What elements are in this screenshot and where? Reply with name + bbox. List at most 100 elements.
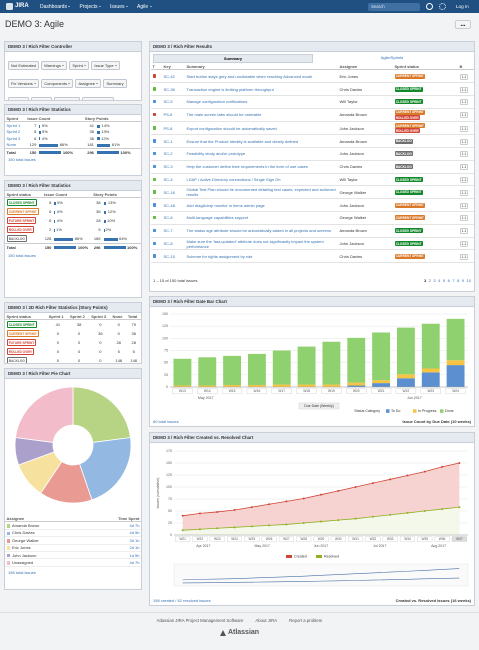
issue-key[interactable]: SC-7: [163, 228, 173, 234]
total-issues-link[interactable]: 156 total issues: [8, 569, 36, 575]
series-point: [302, 497, 305, 500]
legend-swatch: [6, 531, 10, 536]
issue-key[interactable]: SC-1: [163, 138, 173, 144]
filter-button[interactable]: Assignee: [75, 78, 102, 89]
row-label: CURRENT SPRINT: [5, 329, 47, 338]
value-cell: 0: [99, 349, 102, 355]
filter-button[interactable]: Status: [8, 96, 29, 100]
issue-key[interactable]: SC-42: [163, 73, 175, 79]
mini-bar: [103, 246, 126, 250]
bar-chart: 0 25 50 75 100 125 150 W13 W14 W15 W16 W17 W18 W19 W20…: [153, 312, 472, 424]
tools-button[interactable]: •••: [455, 20, 471, 29]
issue-summary[interactable]: Add drag&drop monitor in items admin pag…: [186, 202, 265, 208]
filter-button[interactable]: Components: [41, 78, 74, 89]
page-link[interactable]: 4: [438, 278, 441, 283]
nav-item[interactable]: Agile: [137, 4, 152, 10]
page-link[interactable]: 1: [423, 278, 427, 283]
row-label-text: None: [6, 142, 17, 148]
issue-summary[interactable]: Start button stays grey and unclickable …: [186, 73, 313, 79]
issue-summary[interactable]: Feasibility study and/or prototype: [186, 151, 246, 157]
issue-summary[interactable]: Make sure the 'last-updated' attribute d…: [186, 238, 324, 249]
gadget: DEMO 3 / Rich Filter Statistics Sprint st…: [4, 180, 142, 298]
issue-key[interactable]: SC-4: [163, 177, 173, 183]
issue-key[interactable]: SC-36: [163, 86, 175, 92]
issue-key[interactable]: SC-48: [163, 202, 175, 208]
footer-link[interactable]: About JIRA: [255, 618, 278, 623]
settings-icon[interactable]: [439, 3, 446, 10]
issue-key[interactable]: SC-8: [163, 241, 173, 247]
issue-summary[interactable]: The status age attribute should be autom…: [186, 228, 332, 234]
page-link[interactable]: 7: [452, 278, 455, 283]
issue-key[interactable]: SC-2: [163, 151, 173, 157]
issue-summary[interactable]: LDAP / Active Directory connections / Si…: [186, 177, 281, 183]
caret: [96, 83, 99, 85]
x-tick-box: [348, 536, 364, 542]
issue-summary[interactable]: Export configuration should be automatic…: [186, 125, 277, 131]
issue-summary[interactable]: Manage configuration notifications: [186, 99, 248, 105]
help-icon[interactable]: [426, 3, 433, 10]
status-badge: CLOSED SPRINT: [394, 86, 423, 92]
issue-summary[interactable]: Scheme for rights assignment by role: [186, 253, 253, 259]
x-tick-label: W23: [214, 537, 221, 541]
page-link[interactable]: 2: [428, 278, 431, 283]
legend-name: Unassigned: [5, 559, 86, 566]
search-box[interactable]: Search: [368, 2, 420, 11]
series-point: [268, 503, 271, 506]
type-cell: [151, 95, 162, 108]
issue-summary[interactable]: Help the customer define their requireme…: [186, 164, 308, 170]
nav-item[interactable]: Issues: [110, 4, 128, 10]
y-tick-label: 50: [164, 361, 168, 365]
filter-button[interactable]: Sprint: [69, 60, 90, 71]
filter-button[interactable]: Issue Type: [91, 60, 121, 71]
gadget-title: DEMO 3 / Rich Filter Statistics: [5, 105, 141, 115]
column-header: Total: [126, 313, 141, 321]
issue-key[interactable]: SC-5: [163, 99, 173, 105]
issue-key[interactable]: SC-15: [163, 253, 175, 259]
tab[interactable]: Summary: [153, 54, 313, 63]
page-link[interactable]: 8: [457, 278, 460, 283]
issue-key[interactable]: PS-6: [163, 112, 173, 118]
status-badge: CURRENT SPRINT: [394, 202, 426, 208]
page-link[interactable]: 9: [461, 278, 465, 283]
filter-button[interactable]: Summary: [103, 78, 127, 89]
issue-key[interactable]: PS-8: [163, 125, 173, 131]
x-tick-label: W30: [335, 537, 342, 541]
page-link[interactable]: 10: [466, 278, 471, 283]
issue-summary[interactable]: Ensure that the Product Identity is avai…: [186, 138, 299, 144]
bar-cell: 2%: [102, 225, 141, 234]
mini-bar: [96, 130, 100, 134]
version-cell: 1.1: [458, 83, 474, 96]
issue-summary[interactable]: Multi-language capabilities support: [186, 215, 249, 221]
filter-button[interactable]: Epic Link: [54, 96, 80, 100]
x-tick-box: [434, 536, 450, 542]
page-link[interactable]: 6: [447, 278, 450, 283]
status-badge: CLOSED SPRINT: [394, 177, 423, 183]
row-label-text: Total: [6, 244, 16, 250]
issue-key[interactable]: SC-6: [163, 215, 173, 221]
total-issues-link[interactable]: 150 total issues: [8, 157, 36, 163]
issue-key[interactable]: SC-3: [163, 164, 173, 170]
page-link[interactable]: 5: [442, 278, 446, 283]
row-label: CLOSED SPRINT: [5, 198, 43, 207]
filter-button[interactable]: Commitment: [81, 96, 115, 100]
issue-type-icon: [152, 139, 156, 143]
issue-type-icon: [152, 177, 156, 182]
nav-item[interactable]: Projects: [79, 4, 102, 10]
issue-key[interactable]: SC-16: [163, 189, 175, 195]
filter-button[interactable]: Not Estimated: [8, 60, 40, 71]
tab[interactable]: Agile/Sprints: [380, 55, 404, 60]
footer-link[interactable]: Report a problem: [289, 618, 323, 623]
footer-link[interactable]: Atlassian JIRA Project Management Softwa…: [156, 618, 244, 623]
filter-button[interactable]: Warnings: [41, 60, 68, 71]
total-issues-link[interactable]: 150 total issues: [8, 252, 36, 258]
nav-item[interactable]: Dashboards: [40, 4, 71, 10]
page-link[interactable]: 3: [433, 278, 436, 283]
filter-button[interactable]: Labels: [30, 96, 53, 100]
filter-button[interactable]: Fix Versions: [8, 78, 40, 89]
mini-bar: [39, 143, 59, 147]
issue-summary[interactable]: Transaction engine is limiting platform …: [186, 86, 274, 92]
issue-summary[interactable]: The main screen tabs should be orderable: [186, 112, 262, 118]
issue-summary[interactable]: Global Test Plan should be documented de…: [186, 187, 336, 198]
issue-type-icon: [152, 151, 156, 156]
login-link[interactable]: Log In: [456, 3, 469, 9]
